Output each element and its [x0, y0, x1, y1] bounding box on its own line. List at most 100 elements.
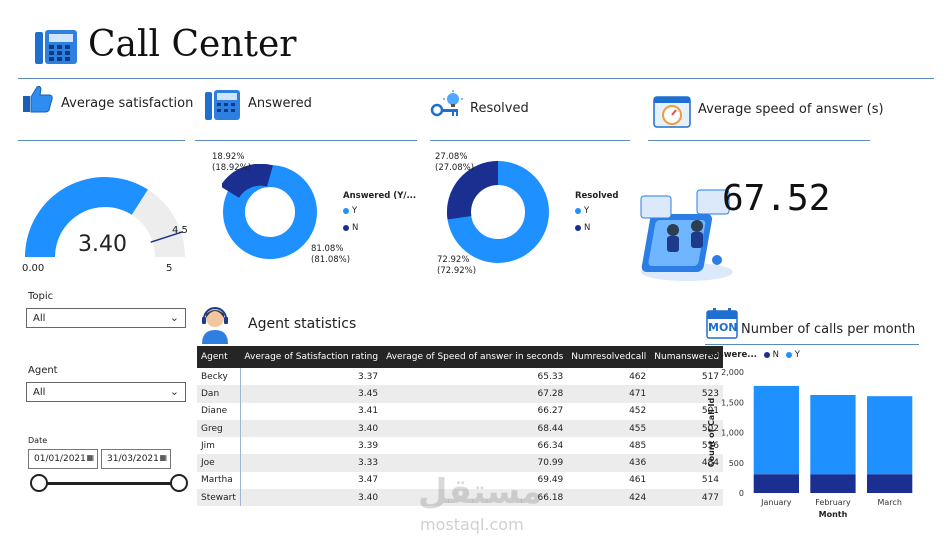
page-title: Call Center — [88, 24, 297, 65]
table-row[interactable]: Dan 3.45 67.28 471 523 — [197, 385, 724, 403]
answered-n-slice — [222, 164, 273, 199]
value-cell: 424 — [567, 489, 651, 507]
value-cell: 523 — [650, 385, 724, 403]
watermark-latin: mostaql.com — [420, 515, 524, 534]
value-cell: 517 — [701, 371, 720, 382]
column-header[interactable]: Average of Satisfaction rating — [240, 346, 383, 368]
stopwatch-screen-icon — [653, 96, 691, 128]
gauge-target-marker — [150, 230, 184, 243]
table-row[interactable]: Stewart 3.40 66.18 424 477 — [197, 489, 724, 507]
agent-filter-label: Agent — [28, 365, 58, 376]
gauge-min-label: 0.00 — [22, 263, 45, 274]
column-header[interactable]: Numanswered — [650, 346, 724, 368]
satisfaction-gauge — [25, 177, 185, 257]
date-slider-start-handle[interactable] — [30, 474, 48, 492]
value-cell: 484 — [650, 454, 724, 472]
resolved-donut — [447, 161, 549, 263]
bar-y-january — [753, 385, 799, 475]
value-cell: 501 — [701, 406, 720, 417]
y-tick-label: 0 — [739, 489, 744, 498]
key-lightbulb-icon — [430, 90, 466, 120]
value-cell: 3.37 — [358, 371, 379, 382]
value-cell: 3.45 — [240, 385, 383, 403]
table-row[interactable]: Jim 3.39 66.34 485 536 — [197, 437, 723, 455]
agent-headset-icon — [200, 306, 230, 344]
agent-name-cell: Diane — [197, 402, 241, 420]
answered-title: Answered — [248, 96, 312, 111]
agent-dropdown[interactable]: All ⌄ — [26, 382, 186, 402]
speed-divider — [648, 140, 870, 141]
value-cell: 3.40 — [240, 419, 383, 438]
agent-name-cell: Stewart — [197, 489, 241, 507]
resolved-y-label: 72.92% (72.92%) — [437, 255, 477, 276]
speed-title: Average speed of answer (s) — [698, 102, 884, 117]
table-row[interactable]: Martha 3.47 69.49 461 514 — [197, 471, 723, 490]
table-row[interactable]: Diane 3.41 66.27 452 501 — [197, 402, 723, 420]
date-slider-track[interactable] — [38, 482, 180, 485]
agent-name-cell: Martha — [197, 471, 241, 490]
agent-name-cell: Dan — [197, 385, 241, 403]
value-cell: 65.33 — [537, 371, 564, 382]
y-tick-label: 2,000 — [721, 368, 744, 377]
value-cell: 461 — [629, 475, 647, 486]
gauge-max-label: 5 — [166, 263, 173, 274]
x-tick-label: March — [878, 498, 902, 507]
value-cell: 3.41 — [358, 406, 379, 417]
monthly-chart-title: Number of calls per month — [741, 322, 916, 337]
value-cell: 485 — [629, 440, 647, 451]
answered-y-label: 81.08% (81.08%) — [311, 244, 351, 265]
bar-n-march — [867, 474, 913, 493]
value-cell: 455 — [567, 419, 651, 438]
y-axis-label: Count of Call Id — [707, 398, 716, 468]
value-cell: 536 — [701, 440, 720, 451]
x-tick-label: February — [815, 498, 851, 507]
value-cell: 70.99 — [382, 454, 568, 472]
value-cell: 3.47 — [358, 475, 379, 486]
value-cell: 68.44 — [382, 419, 568, 438]
phone-icon — [205, 88, 241, 122]
agent-stats-title: Agent statistics — [248, 316, 357, 332]
monthly-bar-chart: 0 500 1,000 1,500 2,000 Count of Call Id Janua… — [707, 368, 913, 519]
column-header[interactable]: Agent — [197, 346, 241, 368]
value-cell: 66.18 — [382, 489, 568, 507]
satisfaction-divider — [18, 140, 185, 141]
value-cell: 502 — [650, 419, 724, 438]
answered-divider — [195, 140, 417, 141]
chevron-down-icon: ⌄ — [169, 385, 179, 398]
end-date-input[interactable]: 31/03/2021 ▦ — [101, 449, 171, 469]
value-cell: 69.49 — [537, 475, 564, 486]
answered-donut — [222, 164, 317, 259]
start-date-input[interactable]: 01/01/2021 ▦ — [28, 449, 98, 469]
value-cell: 514 — [701, 475, 720, 486]
value-cell: 67.28 — [382, 385, 568, 403]
agent-name-cell: Greg — [197, 419, 241, 438]
table-row[interactable]: Greg 3.40 68.44 455 502 — [197, 419, 724, 438]
satisfaction-title: Average satisfaction — [61, 96, 194, 111]
call-center-illustration — [637, 180, 735, 282]
topic-dropdown[interactable]: All ⌄ — [26, 308, 186, 328]
watermark-arabic: مستقل — [418, 472, 543, 512]
calendar-month-text: MON — [708, 321, 738, 334]
header-divider — [18, 78, 934, 79]
resolved-divider — [430, 140, 630, 141]
value-cell: 66.27 — [537, 406, 564, 417]
column-header[interactable]: Average of Speed of answer in seconds — [382, 346, 568, 368]
value-cell: 462 — [629, 371, 647, 382]
column-header[interactable]: Numresolvedcall — [567, 346, 651, 368]
table-row[interactable]: Becky 3.37 65.33 462 517 — [197, 368, 723, 386]
agent-name-cell: Becky — [197, 368, 241, 386]
thumbs-up-icon — [22, 84, 54, 114]
gauge-target-label: 4.5 — [172, 225, 188, 236]
topic-filter-label: Topic — [28, 291, 54, 302]
y-tick-label: 1,500 — [721, 398, 744, 407]
bar-n-february — [810, 474, 856, 493]
calendar-icon: ▦ — [159, 453, 167, 462]
agent-stats-table: Agent Average of Satisfaction rating Avera… — [197, 346, 724, 507]
resolved-legend: Resolved Y N — [575, 191, 619, 233]
table-row[interactable]: Joe 3.33 70.99 436 484 — [197, 454, 724, 472]
date-slider-end-handle[interactable] — [170, 474, 188, 492]
value-cell: 3.40 — [240, 489, 383, 507]
calendar-icon: ▦ — [86, 453, 94, 462]
resolved-n-label: 27.08% (27.08%) — [435, 152, 475, 173]
value-cell: 66.34 — [537, 440, 564, 451]
